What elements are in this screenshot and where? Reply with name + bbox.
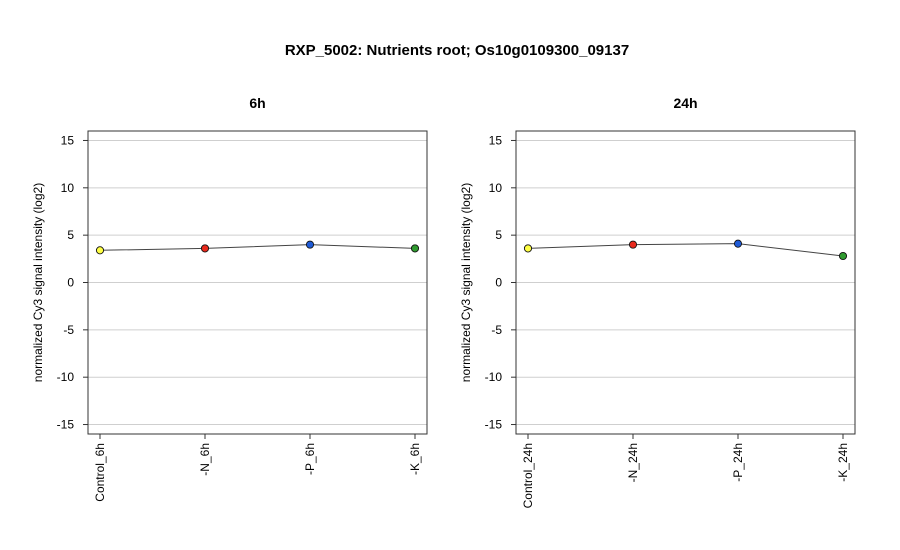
- y-tick-label: -5: [63, 323, 74, 337]
- x-tick-label: -K_24h: [836, 443, 850, 482]
- y-tick-label: 0: [495, 276, 502, 290]
- x-tick-label: Control_6h: [93, 443, 107, 502]
- data-point: [305, 240, 315, 249]
- y-tick-label: 0: [67, 276, 74, 290]
- chart-panel-1: 24h -15 -10 -5 0 5 10 15 normalized Cy3 signal i…: [459, 95, 856, 508]
- x-tick-label: -N_24h: [626, 443, 640, 482]
- y-tick-label: -15: [485, 418, 503, 432]
- x-tick-label: -N_6h: [198, 443, 212, 476]
- y-tick-label: 5: [495, 228, 502, 242]
- x-tick-label: -K_6h: [408, 443, 422, 475]
- data-point: [523, 244, 533, 253]
- y-tick-label: 10: [61, 181, 75, 195]
- y-axis-label: normalized Cy3 signal intensity (log2): [459, 183, 473, 382]
- data-point: [410, 244, 420, 253]
- data-point: [838, 251, 848, 261]
- y-tick-label: -5: [491, 323, 502, 337]
- x-tick-label: -P_24h: [731, 443, 745, 482]
- x-tick-label: Control_24h: [521, 443, 535, 508]
- y-tick-label: -10: [485, 370, 503, 384]
- y-tick-label: 10: [489, 181, 503, 195]
- y-tick-label: 15: [61, 133, 75, 147]
- y-axis-label: normalized Cy3 signal intensity (log2): [31, 183, 45, 382]
- x-tick-label: -P_6h: [303, 443, 317, 475]
- data-point: [628, 240, 638, 249]
- chart-panel-0: 6h -15 -10 -5 0 5 10 15 normalized Cy3 signal in…: [31, 95, 428, 502]
- data-point: [95, 246, 105, 255]
- main-title: RXP_5002: Nutrients root; Os10g0109300_0…: [285, 42, 629, 59]
- data-point: [733, 239, 743, 248]
- panel-title: 6h: [249, 95, 265, 111]
- panel-title: 24h: [673, 95, 697, 111]
- series-line: [99, 244, 416, 251]
- y-tick-label: -15: [57, 418, 75, 432]
- data-point: [200, 244, 210, 253]
- series-line: [527, 243, 844, 257]
- y-tick-label: 5: [67, 228, 74, 242]
- y-tick-label: 15: [489, 133, 503, 147]
- y-tick-label: -10: [57, 370, 75, 384]
